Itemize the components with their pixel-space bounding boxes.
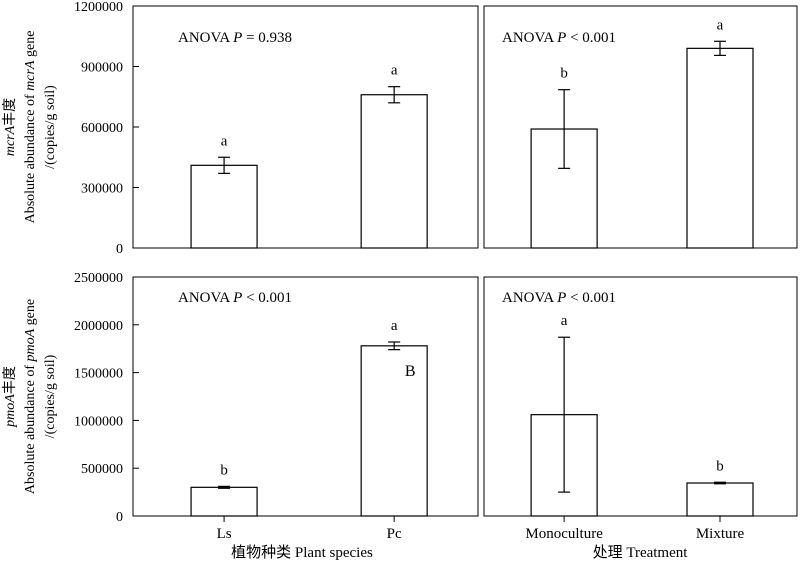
significance-letter: a: [221, 133, 228, 149]
significance-letter: a: [561, 313, 568, 329]
anova-label: ANOVA: [502, 290, 557, 306]
y-axis-title-part: /(copies/g soil): [43, 85, 58, 169]
x-tick-label: Monoculture: [525, 526, 603, 542]
y-axis-title-part: Absolute abundance of: [23, 362, 38, 495]
bar-Ls: [190, 486, 258, 517]
significance-letter: b: [560, 66, 568, 82]
p-value: < 0.001: [566, 290, 616, 306]
anova-label: ANOVA: [178, 290, 233, 306]
y-axis-title-line: /(copies/g soil): [43, 85, 58, 169]
p-value: = 0.938: [242, 30, 292, 46]
y-axis-title-part: Absolute abundance of: [23, 91, 38, 224]
y-axis-title-part: 丰度: [2, 98, 18, 126]
y-axis-title-line: /(copies/g soil): [43, 354, 58, 438]
panel-frame: [483, 5, 798, 249]
anova-annotation: ANOVA P < 0.001: [178, 290, 292, 306]
y-axis-title-part: mcrA: [23, 60, 38, 91]
anova-annotation: ANOVA P < 0.001: [502, 290, 616, 306]
p-symbol: P: [556, 30, 566, 46]
y-tick-label: 2000000: [74, 319, 123, 334]
y-axis-title-part: pmoA: [23, 328, 38, 362]
significance-letter: b: [220, 462, 228, 478]
bar-Pc: [360, 94, 428, 249]
y-tick-label: 900000: [81, 61, 123, 76]
y-axis-title-line: Absolute abundance of pmoA gene: [23, 299, 38, 494]
bar-Pc: [360, 345, 428, 517]
y-tick-label: 0: [116, 242, 123, 257]
x-axis-title-treatment: 处理 Treatment: [593, 544, 689, 561]
y-axis-title-part: pmoA: [3, 394, 18, 428]
y-tick-label: 600000: [81, 121, 123, 136]
x-tick-label: Ls: [217, 526, 232, 542]
y-axis-title-part: gene: [23, 299, 38, 329]
y-axis-title-part: gene: [23, 31, 38, 61]
panel-frame: [132, 276, 479, 517]
significance-letter: a: [391, 318, 398, 334]
p-symbol: P: [232, 30, 242, 46]
x-tick-label: Mixture: [696, 526, 745, 542]
panel-pmoa-treatment: ANOVA P < 0.001 a Monoculture b Mixture: [483, 276, 798, 542]
anova-label: ANOVA: [178, 30, 233, 46]
y-tick-label: 0: [116, 510, 123, 525]
anova-annotation: ANOVA P = 0.938: [178, 30, 292, 46]
panel-mcra-treatment: ANOVA P < 0.001 b a: [483, 5, 798, 249]
p-symbol: P: [232, 290, 242, 306]
y-tick-label: 1200000: [74, 0, 123, 15]
bar-Mixture: [686, 482, 754, 517]
y-axis-title-part: /(copies/g soil): [43, 354, 58, 438]
significance-letter: a: [717, 17, 724, 33]
anova-label: ANOVA: [502, 30, 557, 46]
panel-pmoa-plant: 05000001000000150000020000002500000pmoA丰…: [2, 271, 479, 542]
x-tick-label: Pc: [387, 526, 402, 542]
panel-frame: [483, 276, 798, 517]
panel-letter: B: [405, 363, 416, 380]
y-axis-title-part: mcrA: [3, 125, 18, 156]
y-tick-label: 2500000: [74, 271, 123, 286]
y-axis-title-line: pmoA丰度: [2, 366, 18, 428]
p-value: < 0.001: [566, 30, 616, 46]
y-tick-label: 1500000: [74, 367, 123, 382]
y-tick-label: 500000: [81, 462, 123, 477]
p-symbol: P: [556, 290, 566, 306]
bar-Ls: [190, 164, 258, 249]
significance-letter: a: [391, 63, 398, 79]
y-axis-title-line: Absolute abundance of mcrA gene: [23, 31, 38, 224]
y-axis-title-part: 丰度: [2, 366, 18, 394]
bar-Mixture: [686, 47, 754, 249]
significance-letter: b: [716, 458, 724, 474]
p-value: < 0.001: [242, 290, 292, 306]
anova-annotation: ANOVA P < 0.001: [502, 30, 616, 46]
y-tick-label: 300000: [81, 182, 123, 197]
y-tick-label: 1000000: [74, 414, 123, 429]
x-axis-title-plant-species: 植物种类 Plant species: [231, 544, 373, 561]
y-axis-title-line: mcrA丰度: [2, 98, 18, 156]
